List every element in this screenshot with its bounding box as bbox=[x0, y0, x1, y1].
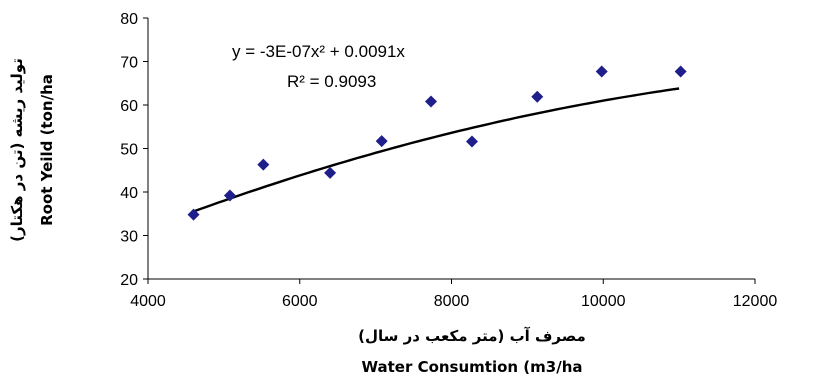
y-tick-label: 50 bbox=[120, 142, 138, 159]
x-axis-title-persian: مصرف آب (متر مکعب در سال) bbox=[358, 327, 586, 345]
data-point bbox=[595, 65, 608, 78]
data-point bbox=[465, 135, 478, 148]
y-tick-label: 40 bbox=[120, 185, 138, 202]
y-axis-title: Root Yeild (ton/ha bbox=[38, 74, 56, 226]
x-tick-label: 4000 bbox=[130, 293, 166, 310]
trendline bbox=[193, 87, 680, 213]
plot-area: 20 30 40 50 60 70 80 4000 6000 8000 10000 12000 bbox=[120, 11, 777, 310]
y-tick-label: 60 bbox=[120, 98, 138, 115]
data-point bbox=[187, 208, 200, 221]
y-tick-label: 70 bbox=[120, 55, 138, 72]
y-tick-label: 20 bbox=[120, 272, 138, 289]
data-point bbox=[425, 95, 438, 108]
y-tick-label: 80 bbox=[120, 11, 138, 28]
data-points bbox=[187, 65, 687, 221]
x-tick-label: 12000 bbox=[733, 293, 778, 310]
data-point bbox=[674, 65, 687, 78]
x-tick-label: 10000 bbox=[581, 293, 626, 310]
trendline-equation: y = -3E-07x² + 0.0091x bbox=[232, 42, 405, 61]
data-point bbox=[531, 90, 544, 103]
x-axis-title: Water Consumtion (m3/ha bbox=[361, 358, 582, 376]
y-axis-title-persian: تولید ریشه (تن در هکتار) bbox=[8, 58, 26, 242]
y-axis-ticks: 20 30 40 50 60 70 80 bbox=[120, 11, 148, 289]
r-squared-label: R² = 0.9093 bbox=[287, 72, 376, 91]
x-tick-label: 6000 bbox=[282, 293, 318, 310]
y-tick-label: 30 bbox=[120, 229, 138, 246]
data-point bbox=[375, 135, 388, 148]
data-point bbox=[324, 166, 337, 179]
x-tick-label: 8000 bbox=[434, 293, 470, 310]
data-point bbox=[223, 189, 236, 202]
data-point bbox=[257, 158, 270, 171]
x-axis-ticks: 4000 6000 8000 10000 12000 bbox=[130, 279, 777, 310]
